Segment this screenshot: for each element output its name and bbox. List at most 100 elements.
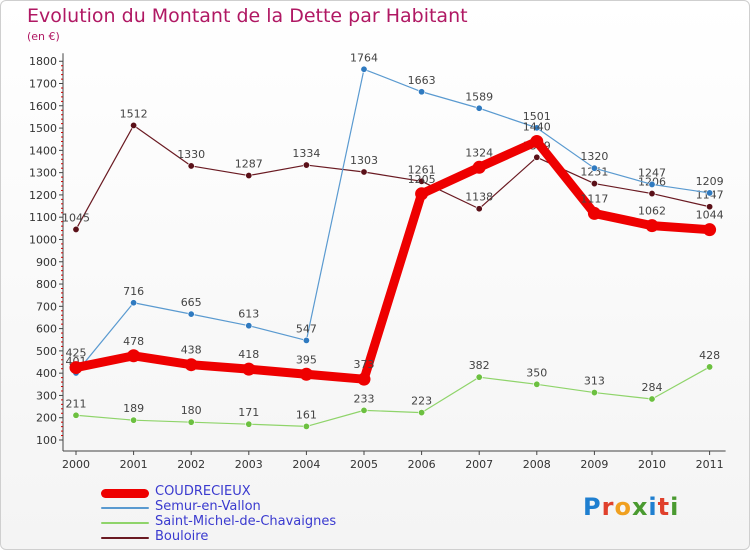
- data-point: [187, 418, 195, 426]
- data-label: 223: [411, 395, 432, 408]
- x-tick-label: 2005: [350, 458, 378, 471]
- data-point: [648, 190, 656, 198]
- data-label: 1303: [350, 154, 378, 167]
- data-point: [360, 65, 368, 73]
- data-label: 425: [66, 347, 87, 360]
- data-point: [360, 168, 368, 176]
- data-point: [130, 299, 138, 307]
- data-label: 373: [354, 358, 375, 371]
- y-tick-label: 1800: [29, 55, 57, 68]
- data-label: 1512: [120, 107, 148, 120]
- y-tick-label: 1400: [29, 144, 57, 157]
- y-tick-label: 500: [36, 345, 57, 358]
- data-point: [187, 162, 195, 170]
- data-label: 180: [181, 404, 202, 417]
- x-tick-label: 2003: [235, 458, 263, 471]
- data-label: 1663: [408, 74, 436, 87]
- data-label: 613: [238, 308, 259, 321]
- legend-label: Bouloire: [155, 529, 209, 544]
- data-point: [72, 225, 80, 233]
- data-label: 1440: [523, 120, 551, 133]
- data-label: 313: [584, 375, 605, 388]
- data-point: [187, 310, 195, 318]
- data-label: 395: [296, 353, 317, 366]
- x-tick-label: 2010: [638, 458, 666, 471]
- data-point: [706, 189, 714, 197]
- data-point: [475, 373, 483, 381]
- data-label: 438: [181, 344, 202, 357]
- data-point: [415, 187, 429, 201]
- data-label: 1320: [580, 150, 608, 163]
- data-label: 1589: [465, 90, 493, 103]
- y-tick-label: 1100: [29, 211, 57, 224]
- data-point: [72, 411, 80, 419]
- data-point: [648, 395, 656, 403]
- x-tick-label: 2001: [120, 458, 148, 471]
- data-point: [706, 203, 714, 211]
- data-point: [302, 336, 310, 344]
- data-point: [703, 223, 717, 237]
- y-tick-label: 1200: [29, 189, 57, 202]
- series-line: [75, 68, 711, 374]
- series-line: [71, 136, 715, 384]
- y-tick-label: 100: [36, 434, 57, 447]
- data-label: 1251: [580, 166, 608, 179]
- y-tick-label: 1500: [29, 122, 57, 135]
- y-tick-label: 200: [36, 412, 57, 425]
- data-label: 284: [642, 381, 663, 394]
- data-point: [475, 104, 483, 112]
- data-label: 716: [123, 285, 144, 298]
- data-label: 428: [699, 349, 720, 362]
- data-label: 189: [123, 402, 144, 415]
- series-line: [75, 124, 711, 231]
- legend-swatch: [101, 507, 149, 509]
- data-label: 171: [238, 406, 259, 419]
- data-point: [533, 153, 541, 161]
- data-point: [245, 172, 253, 180]
- series-line: [75, 366, 711, 428]
- data-point: [127, 349, 141, 363]
- legend-swatch: [101, 522, 149, 524]
- data-point: [130, 121, 138, 129]
- y-tick-label: 300: [36, 389, 57, 402]
- x-tick-label: 2006: [408, 458, 436, 471]
- data-point: [472, 160, 486, 174]
- series-semur-en-vallon: 4017166656135471764166315891501132012471…: [66, 51, 724, 377]
- data-label: 547: [296, 322, 317, 335]
- data-label: 1324: [465, 146, 493, 159]
- data-point: [130, 416, 138, 424]
- x-tick-label: 2009: [580, 458, 608, 471]
- data-label: 1044: [696, 209, 724, 222]
- data-label: 1138: [465, 191, 493, 204]
- data-point: [590, 389, 598, 397]
- data-label: 1501: [523, 110, 551, 123]
- data-point: [242, 362, 256, 376]
- y-tick-label: 1600: [29, 100, 57, 113]
- logo-letter: o: [614, 493, 632, 521]
- x-tick-label: 2011: [696, 458, 724, 471]
- proxiti-logo: Proxiti: [583, 493, 679, 521]
- data-label: 665: [181, 296, 202, 309]
- data-label: 418: [238, 348, 259, 361]
- chart-title: Evolution du Montant de la Dette par Hab…: [27, 5, 468, 27]
- data-point: [645, 219, 659, 233]
- data-point: [418, 177, 426, 185]
- y-tick-label: 1000: [29, 233, 57, 246]
- data-point: [302, 161, 310, 169]
- data-point: [299, 367, 313, 381]
- x-tick-label: 2008: [523, 458, 551, 471]
- data-point: [69, 361, 83, 375]
- data-point: [418, 88, 426, 96]
- data-point: [587, 206, 601, 220]
- data-label: 1330: [177, 148, 205, 161]
- data-point: [590, 180, 598, 188]
- logo-letter: P: [583, 493, 602, 521]
- data-point: [475, 205, 483, 213]
- data-point: [530, 134, 544, 148]
- data-point: [533, 380, 541, 388]
- data-label: 1205: [408, 173, 436, 186]
- data-point: [184, 358, 198, 372]
- chart-unit-label: (en €): [27, 30, 60, 43]
